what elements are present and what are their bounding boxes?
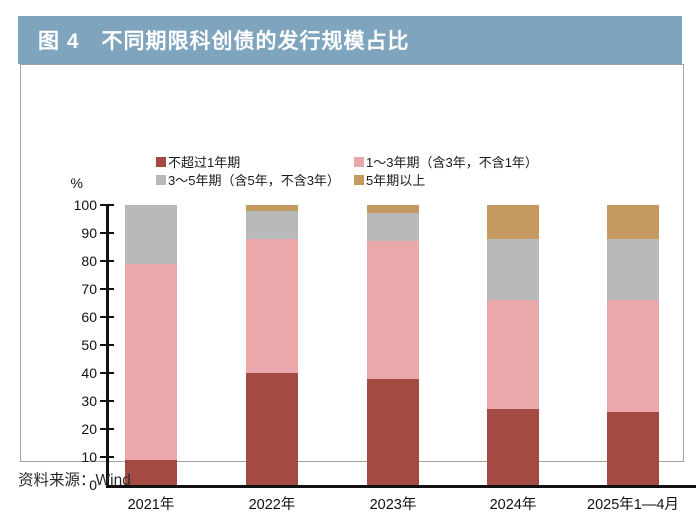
bar-segment [246, 210, 298, 239]
y-tick-label: 90 [81, 225, 97, 241]
bar-segment [607, 238, 659, 301]
x-axis-label: 2021年 [127, 497, 175, 513]
bar-segment [607, 205, 659, 239]
legend-swatch-icon [354, 174, 364, 185]
bar-segment [367, 378, 419, 485]
y-tick-label: 30 [81, 393, 97, 409]
bar-segment [367, 213, 419, 242]
x-axis-label: 2024年 [489, 497, 537, 513]
legend-item: 1～3年期（含3年，不含1年） [354, 153, 538, 170]
figure-header: 图 4 不同期限科创债的发行规模占比 [18, 16, 682, 64]
y-tick-label: 60 [81, 309, 97, 325]
bar-segment [246, 205, 298, 211]
legend-label: 3～5年期（含5年，不含3年） [168, 173, 340, 188]
x-axis-label: 2022年 [248, 497, 296, 513]
y-tick-label: 20 [81, 421, 97, 437]
bar-segment [125, 205, 177, 264]
figure-title: 图 4 不同期限科创债的发行规模占比 [38, 30, 410, 53]
source-note: 资料来源：Wind [18, 472, 131, 489]
bar-segment [487, 205, 539, 239]
legend-swatch-icon [354, 156, 364, 167]
y-axis-unit-label: % [70, 175, 83, 191]
bar-segment [607, 412, 659, 485]
y-tick-label: 50 [81, 337, 97, 353]
y-tick-label: 100 [73, 197, 97, 213]
x-axis-label: 2025年1—4月 [587, 497, 679, 513]
y-tick-label: 0 [89, 477, 97, 493]
legend-item: 不超过1年期 [156, 153, 354, 170]
bar-segment [367, 241, 419, 379]
legend-label: 不超过1年期 [168, 155, 241, 170]
legend-label: 5年期以上 [366, 173, 426, 188]
bar-segment [487, 300, 539, 410]
legend-swatch-icon [156, 156, 166, 167]
x-axis-line [106, 485, 696, 488]
legend-item: 5年期以上 [354, 171, 538, 188]
bar-segment [246, 238, 298, 373]
y-axis-line [106, 205, 109, 488]
chart-legend: 不超过1年期 1～3年期（含3年，不含1年） 3～5年期（含5年，不含3年） 5年期以… [156, 153, 538, 188]
legend-item: 3～5年期（含5年，不含3年） [156, 171, 354, 188]
bar-segment [487, 238, 539, 301]
bar-segment [125, 459, 177, 485]
bar-segment [125, 263, 177, 460]
bar-segment [607, 300, 659, 413]
y-tick-label: 80 [81, 253, 97, 269]
bar-segment [246, 373, 298, 485]
y-tick-label: 70 [81, 281, 97, 297]
legend-swatch-icon [156, 174, 166, 185]
x-axis-label: 2023年 [369, 497, 417, 513]
chart-panel: 不超过1年期 1～3年期（含3年，不含1年） 3～5年期（含5年，不含3年） 5年期以… [20, 64, 696, 513]
bar-segment [367, 205, 419, 214]
y-tick-label: 10 [81, 449, 97, 465]
bar-segment [487, 409, 539, 485]
y-tick-label: 40 [81, 365, 97, 381]
legend-label: 1～3年期（含3年，不含1年） [366, 155, 538, 170]
